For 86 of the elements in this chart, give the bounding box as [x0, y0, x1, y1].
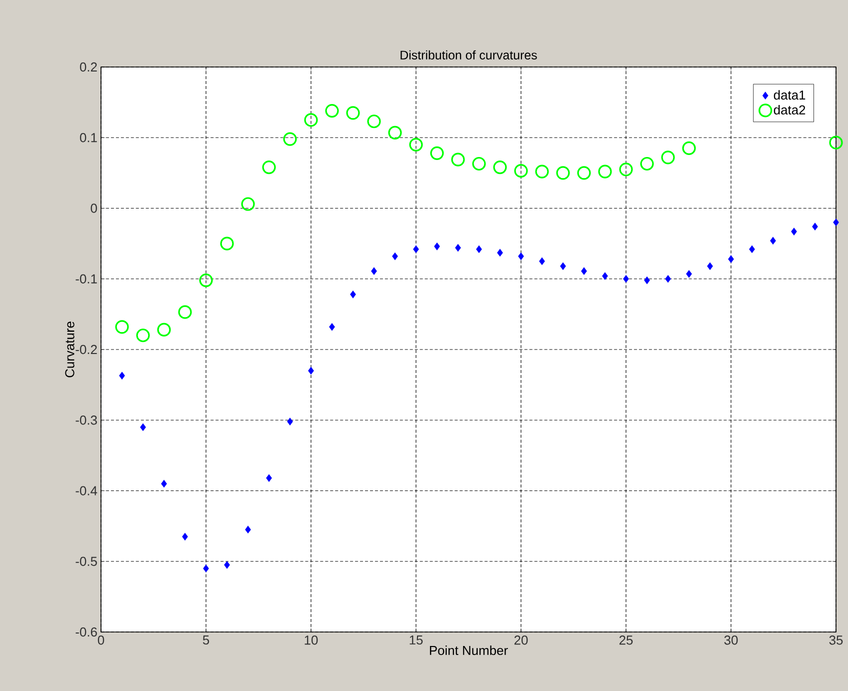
point: [350, 291, 356, 298]
point: [346, 106, 360, 120]
point: [497, 249, 503, 256]
y-axis-title: Curvature: [65, 322, 74, 378]
point: [493, 160, 507, 174]
point: [241, 197, 255, 211]
point: [325, 104, 339, 118]
point: [451, 152, 465, 166]
point: [665, 275, 671, 282]
point: [619, 162, 633, 176]
point: [829, 136, 843, 150]
x-tick-label: 10: [304, 636, 318, 645]
point: [602, 272, 608, 280]
point: [157, 322, 171, 337]
point: [644, 276, 650, 284]
legend-label: data1: [774, 90, 806, 100]
point: [140, 424, 146, 431]
point: [119, 372, 125, 380]
point: [262, 160, 276, 174]
point: [686, 270, 692, 278]
y-tick-label: 0.1: [80, 133, 97, 142]
point: [791, 228, 797, 235]
point: [287, 418, 293, 425]
y-tick-label: 0: [90, 204, 97, 213]
point: [833, 218, 839, 226]
point: [518, 252, 524, 260]
point: [178, 305, 192, 319]
point: [812, 223, 818, 230]
point: [329, 323, 335, 330]
point: [623, 275, 629, 282]
point: [539, 258, 545, 265]
y-tick-label: -0.1: [76, 274, 97, 284]
x-axis-title: Point Number: [430, 646, 508, 656]
x-tick-label: 35: [829, 636, 843, 645]
x-tick-label: 15: [410, 636, 423, 645]
point: [749, 246, 755, 253]
y-tick-label: -0.3: [76, 416, 97, 425]
point: [413, 246, 419, 253]
point: [367, 114, 381, 128]
point: [455, 244, 461, 252]
point: [388, 126, 402, 140]
point: [434, 242, 440, 250]
point: [409, 138, 423, 152]
point: [581, 268, 587, 275]
point: [245, 526, 251, 533]
y-tick-label: 0.2: [80, 62, 97, 72]
point: [224, 562, 230, 568]
legend-label: data2: [774, 104, 806, 115]
point: [199, 273, 213, 288]
y-tick-label: -0.6: [76, 627, 97, 637]
point: [476, 246, 482, 253]
point: [472, 156, 486, 171]
point: [598, 164, 612, 178]
point: [640, 156, 654, 171]
point: [430, 146, 444, 160]
point: [577, 166, 591, 180]
point: [682, 141, 696, 156]
point: [220, 236, 234, 250]
point: [161, 480, 167, 488]
point: [203, 565, 209, 572]
point: [283, 132, 297, 146]
y-tick-label: -0.5: [76, 556, 97, 566]
point: [770, 237, 776, 244]
chart-title: Distribution of curvatures: [400, 50, 537, 60]
x-tick-label: 20: [514, 636, 528, 645]
point: [371, 268, 377, 275]
point: [115, 320, 129, 334]
point: [661, 150, 675, 164]
point: [556, 166, 570, 180]
point: [707, 262, 713, 270]
point: [308, 367, 314, 374]
point: [514, 164, 528, 178]
x-tick-label: 25: [619, 636, 633, 645]
y-tick-label: -0.4: [76, 486, 98, 496]
point: [266, 474, 272, 482]
point: [182, 533, 188, 540]
x-tick-label: 30: [724, 636, 738, 645]
point: [535, 164, 549, 178]
y-tick-label: -0.2: [76, 344, 97, 354]
x-tick-label: 0: [98, 636, 104, 645]
x-tick-label: 5: [202, 636, 210, 645]
point: [392, 252, 398, 260]
point: [304, 113, 318, 127]
point: [136, 328, 150, 342]
point: [728, 256, 734, 262]
point: [560, 262, 566, 270]
